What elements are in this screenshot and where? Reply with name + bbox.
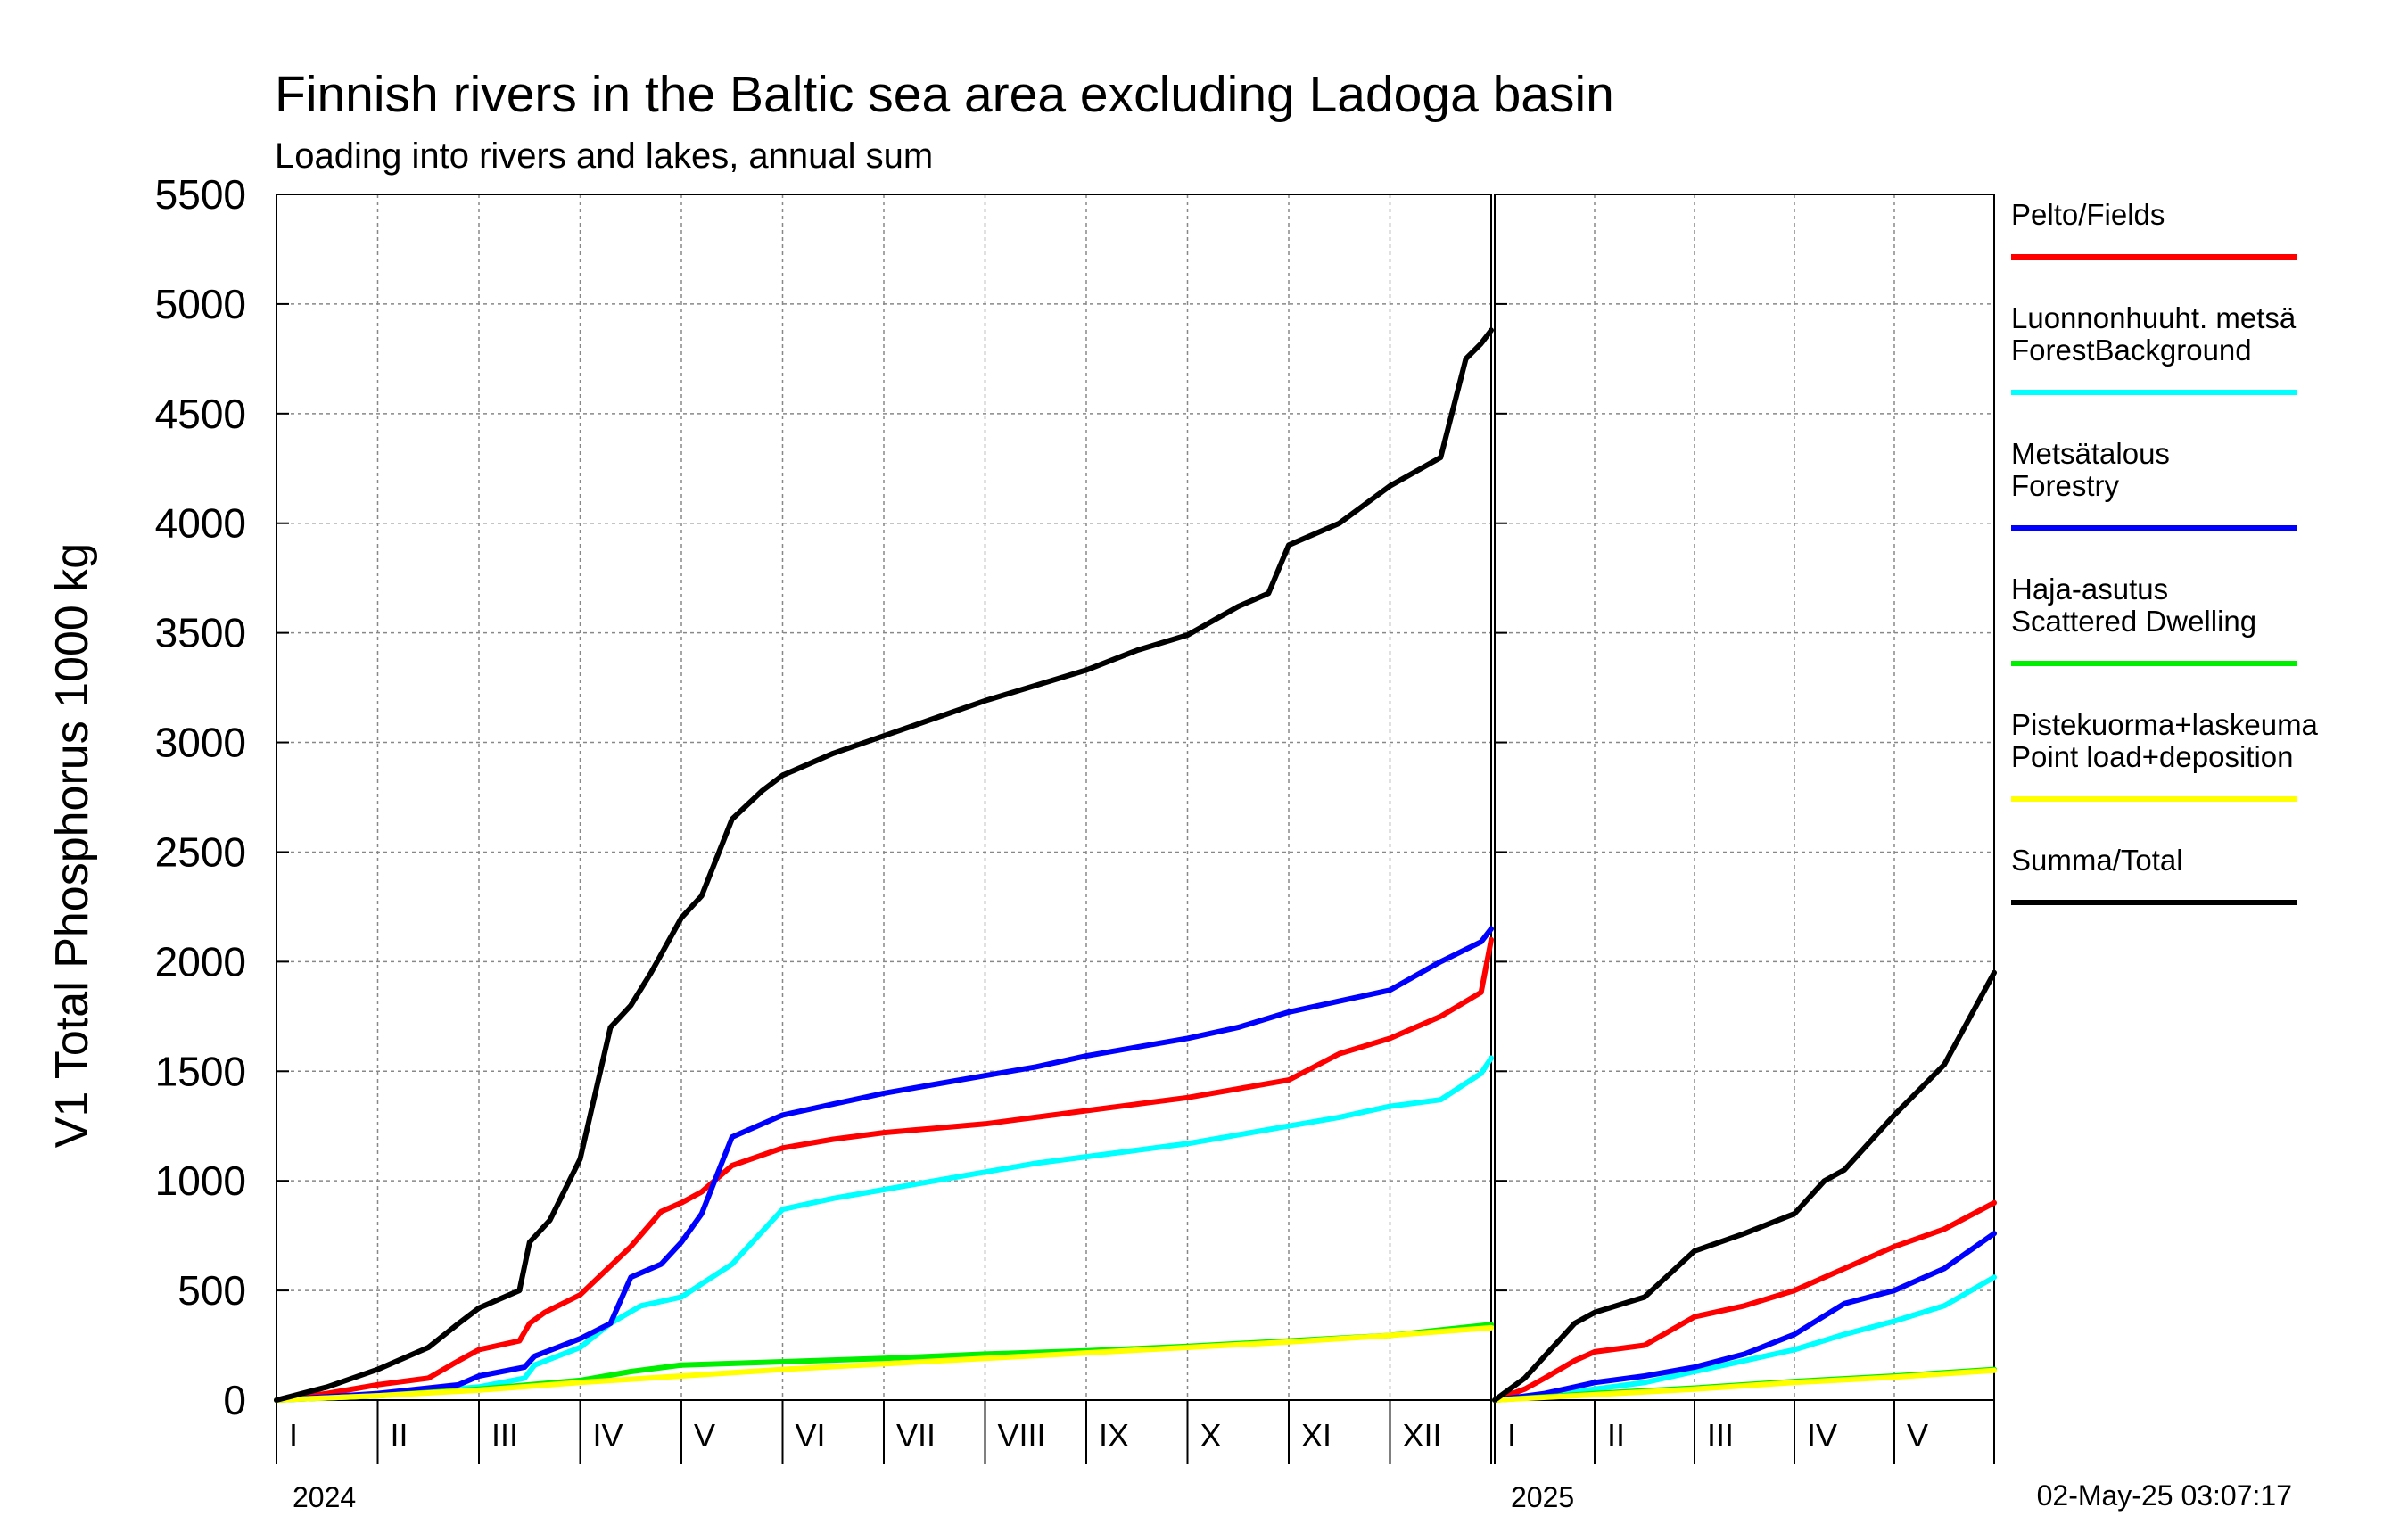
y-tick-label: 500: [177, 1267, 246, 1314]
year-label: 2025: [1511, 1481, 1574, 1513]
y-axis-label: V1 Total Phosphorus 1000 kg: [46, 543, 98, 1148]
series-lines: [274, 327, 1997, 1403]
legend-label: Pistekuorma+laskeuma: [2011, 708, 2319, 741]
legend-label: Metsätalous: [2011, 437, 2170, 470]
series-line: [274, 1324, 1494, 1403]
y-tick-label: 5000: [155, 281, 246, 327]
series-line: [1492, 1367, 1997, 1403]
y-tick-label: 4500: [155, 391, 246, 437]
month-label: V: [1907, 1417, 1928, 1454]
legend: Pelto/Fields Luonnonhuuht. metsäForestBac…: [2011, 198, 2319, 905]
y-tick-label: 1000: [155, 1158, 246, 1204]
year-label: 2024: [293, 1481, 356, 1513]
month-label: XII: [1403, 1417, 1442, 1454]
plot-frame: [1494, 194, 1995, 1401]
legend-label: Scattered Dwelling: [2011, 605, 2256, 638]
chart-subtitle: Loading into rivers and lakes, annual su…: [275, 136, 933, 176]
series-line: [1492, 1231, 1997, 1403]
month-label: I: [289, 1417, 298, 1454]
y-tick-label: 2500: [155, 828, 246, 875]
y-tick-label: 3500: [155, 610, 246, 656]
timestamp: 02-May-25 03:07:17: [2037, 1479, 2292, 1512]
legend-label: ForestBackground: [2011, 334, 2252, 367]
series-line: [274, 936, 1494, 1403]
legend-label: Point load+deposition: [2011, 740, 2294, 773]
month-label: IV: [593, 1417, 623, 1454]
month-label: V: [694, 1417, 715, 1454]
legend-label: Pelto/Fields: [2011, 198, 2165, 231]
month-label: VIII: [998, 1417, 1046, 1454]
series-line: [274, 1055, 1494, 1403]
month-label: VI: [796, 1417, 826, 1454]
y-tick-label: 2000: [155, 938, 246, 985]
y-tick-label: 5500: [155, 171, 246, 218]
legend-label: Forestry: [2011, 469, 2120, 502]
series-line: [1492, 969, 1997, 1403]
month-label: I: [1507, 1417, 1516, 1454]
month-label: II: [1607, 1417, 1625, 1454]
month-label: XI: [1301, 1417, 1332, 1454]
series-line: [1492, 1199, 1997, 1403]
y-tick-label: 0: [223, 1377, 246, 1423]
month-label: III: [1707, 1417, 1734, 1454]
month-label: X: [1200, 1417, 1222, 1454]
month-label: IX: [1099, 1417, 1129, 1454]
y-tick-label: 3000: [155, 720, 246, 766]
month-label: VII: [896, 1417, 936, 1454]
series-line: [274, 926, 1494, 1403]
month-label: IV: [1807, 1417, 1837, 1454]
grid: [276, 194, 1994, 1400]
axes: 0 500 1000 1500 2000 2500 3000 3500 4000 4500 5000…: [155, 171, 1995, 1513]
series-line: [274, 327, 1494, 1403]
month-label: III: [491, 1417, 518, 1454]
legend-label: Luonnonhuuht. metsä: [2011, 301, 2297, 334]
legend-label: Summa/Total: [2011, 844, 2183, 877]
month-label: II: [391, 1417, 408, 1454]
series-line: [1492, 1274, 1997, 1403]
y-tick-label: 4000: [155, 500, 246, 547]
chart-title: Finnish rivers in the Baltic sea area ex…: [275, 66, 1614, 123]
y-tick-label: 1500: [155, 1048, 246, 1094]
legend-label: Haja-asutus: [2011, 573, 2168, 606]
